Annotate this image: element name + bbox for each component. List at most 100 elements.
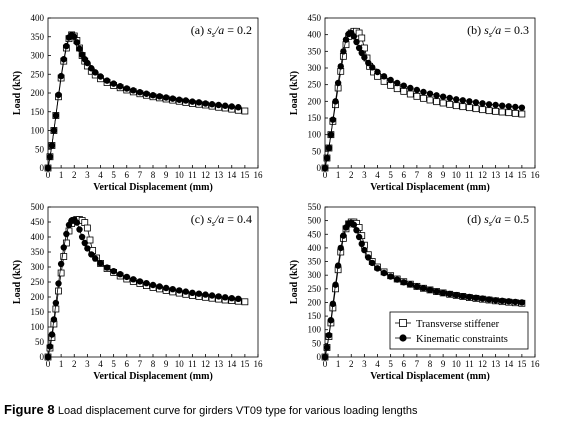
x-tick-label: 14 <box>504 170 514 180</box>
x-tick-label: 3 <box>85 170 90 180</box>
data-point-circle <box>130 276 137 283</box>
data-point-circle <box>57 260 65 268</box>
data-point-circle <box>407 84 414 92</box>
ratio-denominator: /a <box>491 212 501 226</box>
y-tick-label: 400 <box>31 232 45 242</box>
panel-label: (b) <box>467 23 484 37</box>
x-tick-label: 15 <box>517 170 527 180</box>
legend-marker-circle <box>399 334 407 342</box>
x-tick-label: 14 <box>227 359 237 369</box>
data-point-circle <box>162 284 170 292</box>
y-tick-label: 350 <box>31 32 45 42</box>
panel-annotation: (c) ss/a = 0.4 <box>191 212 252 228</box>
data-point-circle <box>235 295 242 302</box>
x-axis-label: Vertical Displacement (mm) <box>370 182 490 193</box>
data-point-circle <box>221 102 229 109</box>
x-tick-label: 7 <box>138 359 143 369</box>
x-tick-label: 11 <box>465 170 474 180</box>
y-tick-label: 400 <box>31 13 45 23</box>
data-point-circle <box>327 131 335 138</box>
figure-area: 0 1 2 3 4 5 6 7 8 9 10 11 12 13 14 15 16 0 50 100 150 200 250 3… <box>12 13 540 382</box>
y-tick-label: 50 <box>35 337 45 347</box>
x-tick-label: 12 <box>201 359 210 369</box>
panel-label: (c) <box>191 212 207 226</box>
figure-caption: Figure 8 Load displacement curve for gir… <box>4 402 417 417</box>
data-point-square <box>426 96 434 104</box>
data-point-circle <box>327 316 335 324</box>
data-point-circle <box>365 59 372 67</box>
data-point-square <box>52 305 60 313</box>
data-point-circle <box>426 286 434 294</box>
y-tick-label: 50 <box>312 146 322 156</box>
x-tick-label: 0 <box>46 170 51 180</box>
data-point-square <box>60 253 68 260</box>
figure-label: Figure 8 <box>4 402 55 417</box>
data-point-circle <box>215 293 222 300</box>
data-point-circle <box>189 98 196 105</box>
data-point-circle <box>355 44 363 52</box>
series-kinematic-constraints <box>44 216 242 361</box>
figure-svg: 0 1 2 3 4 5 6 7 8 9 10 11 12 13 14 15 160501001502002503… <box>12 13 540 382</box>
data-point-circle <box>81 239 88 247</box>
x-tick-label: 12 <box>201 170 210 180</box>
ratio-symbol-s: s <box>484 212 489 226</box>
y-tick-label: 150 <box>308 113 322 123</box>
data-point-circle <box>169 95 176 102</box>
data-point-circle <box>325 144 333 152</box>
data-point-circle <box>512 298 519 306</box>
data-point-square <box>400 87 408 95</box>
x-tick-label: 16 <box>254 170 264 180</box>
series-kinematic-constraints <box>321 219 526 361</box>
panel-annotation: (d) ss/a = 0.5 <box>467 212 529 228</box>
x-tick-label: 3 <box>362 359 367 369</box>
data-point-circle <box>195 290 203 297</box>
x-tick-label: 8 <box>428 170 433 180</box>
data-point-circle <box>361 246 368 254</box>
data-point-circle <box>182 97 190 104</box>
x-tick-label: 6 <box>402 170 407 180</box>
data-point-circle <box>136 89 144 96</box>
ratio-value: = 0.2 <box>224 23 252 37</box>
series-line <box>47 34 245 169</box>
y-tick-label: 300 <box>308 63 322 73</box>
data-point-square <box>492 107 500 115</box>
data-point-circle <box>97 73 104 80</box>
y-tick-label: 250 <box>308 284 322 294</box>
y-tick-label: 100 <box>308 325 322 335</box>
data-point-square <box>55 287 62 295</box>
data-point-square <box>420 94 427 102</box>
ratio-denominator: /a <box>491 23 501 37</box>
data-point-circle <box>466 293 473 301</box>
data-point-square <box>485 107 493 115</box>
ratio-symbol-s: s <box>207 23 212 37</box>
data-point-circle <box>334 79 342 87</box>
y-tick-label: 100 <box>308 130 322 140</box>
x-tick-label: 5 <box>111 170 116 180</box>
data-point-circle <box>400 82 407 89</box>
data-point-circle <box>433 92 440 99</box>
data-point-circle <box>420 88 427 96</box>
data-point-square <box>518 110 526 118</box>
y-tick-label: 300 <box>308 270 322 280</box>
x-tick-label: 1 <box>59 170 64 180</box>
data-point-circle <box>498 102 506 109</box>
y-axis-label: Load (kN) <box>289 71 300 115</box>
data-point-square <box>459 103 467 111</box>
series-transverse-stiffener <box>44 31 249 172</box>
series-transverse-stiffener <box>44 216 249 361</box>
data-point-circle <box>374 265 381 272</box>
data-point-circle <box>453 291 460 299</box>
data-point-circle <box>374 68 381 76</box>
data-point-square <box>241 298 249 306</box>
x-tick-label: 0 <box>323 359 328 369</box>
data-point-circle <box>63 230 70 238</box>
data-point-circle <box>380 73 388 80</box>
x-tick-label: 7 <box>415 170 420 180</box>
data-point-circle <box>400 279 407 286</box>
x-tick-label: 8 <box>428 359 433 369</box>
data-point-square <box>413 92 421 100</box>
data-point-circle <box>340 48 347 55</box>
y-axis-label: Load (kN) <box>12 260 23 304</box>
x-axis-label: Vertical Displacement (mm) <box>370 371 490 382</box>
x-tick-label: 13 <box>491 359 501 369</box>
